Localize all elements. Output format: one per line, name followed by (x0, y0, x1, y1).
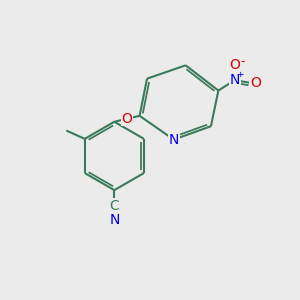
Text: O: O (122, 112, 132, 126)
Text: N: N (169, 133, 179, 147)
Text: O: O (250, 76, 261, 90)
Text: +: + (236, 70, 244, 79)
Text: C: C (110, 199, 119, 213)
Text: N: N (230, 73, 240, 87)
Text: -: - (241, 55, 245, 68)
Text: O: O (229, 58, 240, 72)
Text: N: N (109, 213, 119, 227)
